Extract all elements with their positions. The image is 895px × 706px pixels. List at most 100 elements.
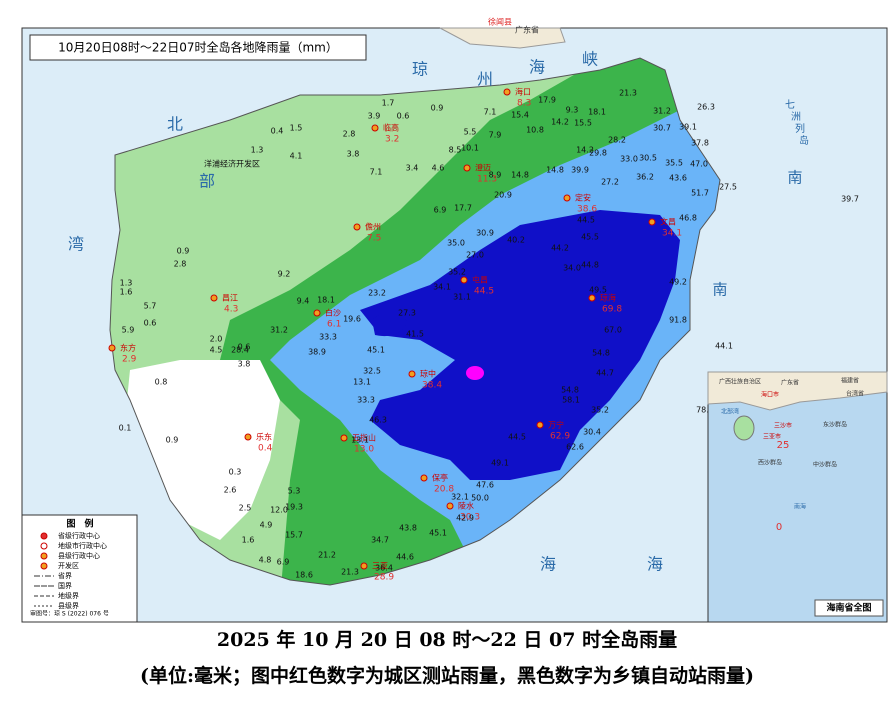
station-value: 4.9 (260, 521, 273, 530)
station-value: 21.3 (619, 89, 637, 98)
station-value: 2.6 (224, 486, 237, 495)
station-value: 33.3 (357, 396, 375, 405)
station-value: 0.9 (166, 436, 179, 445)
station-value: 12.0 (270, 506, 288, 515)
city-marker (210, 294, 218, 302)
station-value: 0.6 (238, 343, 251, 352)
city-name: 五指山 (352, 433, 376, 443)
city-value: 30.3 (460, 513, 480, 523)
station-value: 39.1 (679, 123, 697, 132)
station-value: 28.4 (231, 346, 249, 355)
city-name: 澄迈 (475, 163, 491, 173)
station-value: 54.8 (561, 386, 579, 395)
station-value: 10.1 (461, 144, 479, 153)
city-value: 7.5 (367, 234, 381, 244)
city-value: 3.2 (385, 135, 399, 145)
station-value: 26.3 (697, 103, 715, 112)
station-value: 0.3 (229, 468, 242, 477)
station-value: 27.5 (719, 183, 737, 192)
station-value: 3.8 (347, 150, 360, 159)
city-marker (463, 164, 471, 172)
legend-label: 开发区 (58, 561, 79, 570)
city-name: 昌江 (222, 294, 238, 303)
city-marker (371, 124, 379, 132)
city-marker (648, 218, 656, 226)
station-value: 8.5 (449, 146, 462, 155)
legend-label: 省界 (58, 571, 72, 580)
sea-label: 海 (647, 555, 663, 574)
station-value: 18.1 (317, 296, 335, 305)
sea-label: 七 (785, 99, 795, 111)
station-value: 2.8 (343, 130, 356, 139)
sea-label: 州 (477, 70, 493, 89)
city-marker (563, 194, 571, 202)
station-value: 1.5 (290, 124, 303, 133)
sea-label: 湾 (68, 235, 84, 254)
city-marker (536, 421, 544, 429)
station-value: 5.3 (288, 487, 301, 496)
station-value: 44.8 (581, 261, 599, 270)
title-box (29, 34, 367, 61)
station-value: 15.4 (511, 111, 529, 120)
station-value: 42.9 (456, 514, 474, 523)
inset-land (707, 371, 888, 411)
city-marker (420, 474, 428, 482)
station-value: 4.5 (210, 346, 223, 355)
legend-label: 地级界 (58, 591, 79, 600)
sea-label: 洲 (791, 111, 801, 123)
legend-label: 地级市行政中心 (58, 541, 107, 550)
station-value: 30.9 (476, 229, 494, 238)
station-value: 23.2 (368, 289, 386, 298)
station-value: 44.6 (396, 553, 414, 562)
city-value: 0.4 (258, 444, 273, 454)
station-value: 14.8 (546, 166, 564, 175)
station-value: 37.8 (691, 139, 709, 148)
station-value: 9.4 (297, 297, 310, 306)
city-value: 34.1 (662, 229, 682, 239)
inset-label: 0 (776, 522, 782, 533)
station-value: 15.5 (574, 119, 592, 128)
city-value: 69.8 (602, 305, 622, 315)
station-value: 3.4 (406, 164, 419, 173)
station-value: 1.3 (251, 146, 264, 155)
station-value: 0.6 (397, 112, 410, 121)
city-value: 11.3 (477, 175, 497, 185)
legend-title: 图 例 (66, 518, 93, 530)
station-value: 49.5 (589, 286, 607, 295)
legend-symbol (40, 552, 48, 560)
station-value: 44.5 (508, 433, 526, 442)
station-value: 40.2 (507, 236, 525, 245)
sea-label: 南 (712, 281, 727, 299)
station-value: 5.9 (122, 326, 135, 335)
station-value: 14.8 (511, 171, 529, 180)
city-value: 44.5 (474, 287, 494, 297)
station-value: 35.2 (448, 268, 466, 277)
station-value: 45.5 (581, 233, 599, 242)
city-marker (360, 562, 368, 570)
legend-label: 县级界 (58, 601, 79, 610)
city-name: 万宁 (548, 420, 564, 430)
station-value: 30.7 (653, 124, 671, 133)
station-value: 7.1 (370, 168, 383, 177)
station-value: 32.5 (363, 367, 381, 376)
inset-label: 东沙群岛 (823, 421, 847, 429)
legend-label: 县级行政中心 (58, 551, 100, 560)
inset-label: 福建省 (841, 377, 859, 385)
city-marker (313, 309, 321, 317)
station-value: 3.8 (238, 360, 251, 369)
station-value: 5.7 (144, 302, 157, 311)
station-value: 14.2 (576, 146, 594, 155)
sea-label: 北 (167, 115, 183, 134)
place-label: 广东省 (515, 25, 539, 35)
station-value: 0.9 (177, 247, 190, 256)
sea-label: 部 (199, 172, 215, 191)
inset-title: 海南省全图 (826, 602, 871, 614)
inset-label: 西沙群岛 (758, 459, 782, 467)
legend-symbol (40, 542, 48, 550)
station-value: 44.7 (596, 369, 614, 378)
station-value: 38.9 (308, 348, 326, 357)
station-value: 58.1 (562, 396, 580, 405)
station-value: 43.8 (399, 524, 417, 533)
approval: 审图号：琼 S (2022) 076 号 (30, 610, 109, 618)
